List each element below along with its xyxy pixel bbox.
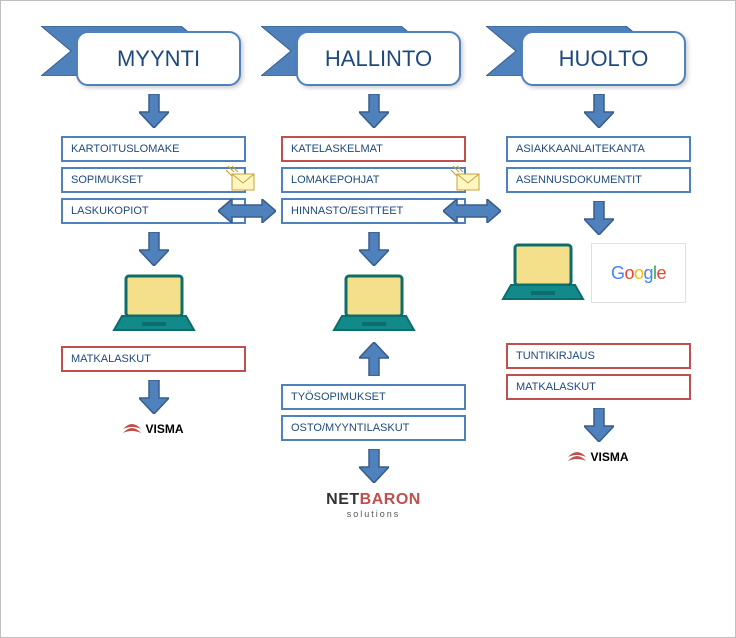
double-arrow-icon xyxy=(218,199,276,223)
column-huolto: HUOLTO ASIAKKAANLAITEKANTA ASENNUSDOKUME… xyxy=(491,1,706,464)
arrow-down-icon xyxy=(584,201,614,235)
arrow-down-icon xyxy=(139,232,169,266)
box-kartoituslomake: KARTOITUSLOMAKE xyxy=(61,136,246,162)
mail-icon xyxy=(226,166,260,194)
visma-swoosh-icon xyxy=(568,451,586,463)
google-logo: Google xyxy=(591,243,686,303)
netbaron-baron: BARON xyxy=(360,491,421,508)
box-sopimukset: SOPIMUKSET xyxy=(61,167,246,193)
boxlist-1: ASIAKKAANLAITEKANTA ASENNUSDOKUMENTIT xyxy=(491,136,706,193)
laptop-icon xyxy=(332,274,416,334)
laptop-icon xyxy=(501,243,585,303)
box-katelaskelmat: KATELASKELMAT xyxy=(281,136,466,162)
box-asennusdokumentit: ASENNUSDOKUMENTIT xyxy=(506,167,691,193)
netbaron-sub: solutions xyxy=(266,509,481,519)
visma-logo: VISMA xyxy=(491,450,706,464)
arrow-down-icon xyxy=(584,94,614,128)
netbaron-net: NET xyxy=(326,491,360,508)
box-hinnasto: HINNASTO/ESITTEET xyxy=(281,198,466,224)
arrow-down-icon xyxy=(139,380,169,414)
laptop-icon-wrap xyxy=(46,274,261,334)
arrow-down-icon xyxy=(584,408,614,442)
arrow-down-icon xyxy=(359,94,389,128)
box-matkalaskut: MATKALASKUT xyxy=(61,346,246,372)
boxlist-2: MATKALASKUT xyxy=(46,346,261,372)
visma-logo: VISMA xyxy=(46,422,261,436)
double-arrow-icon xyxy=(443,199,501,223)
arrow-down-icon xyxy=(359,232,389,266)
box-asiakaslaitekanta: ASIAKKAANLAITEKANTA xyxy=(506,136,691,162)
header-label: HUOLTO xyxy=(521,31,686,86)
visma-swoosh-icon xyxy=(123,423,141,435)
visma-text: VISMA xyxy=(145,422,183,436)
visma-text: VISMA xyxy=(590,450,628,464)
laptop-icon xyxy=(112,274,196,334)
header-label: MYYNTI xyxy=(76,31,241,86)
laptop-icon-wrap: Google xyxy=(491,243,706,303)
header-label: HALLINTO xyxy=(296,31,461,86)
boxlist-2: TUNTIKIRJAUS MATKALASKUT xyxy=(491,343,706,400)
header-hallinto: HALLINTO xyxy=(266,16,481,86)
box-tyosopimukset: TYÖSOPIMUKSET xyxy=(281,384,466,410)
box-ostomyyntilaskut: OSTO/MYYNTILASKUT xyxy=(281,415,466,441)
netbaron-logo: NETBARON solutions xyxy=(266,491,481,519)
box-matkalaskut: MATKALASKUT xyxy=(506,374,691,400)
boxlist-2: TYÖSOPIMUKSET OSTO/MYYNTILASKUT xyxy=(266,384,481,441)
box-lomakepohjat: LOMAKEPOHJAT xyxy=(281,167,466,193)
column-hallinto: HALLINTO KATELASKELMAT LOMAKEPOHJAT HINN… xyxy=(266,1,481,519)
header-myynti: MYYNTI xyxy=(46,16,261,86)
arrow-down-icon xyxy=(139,94,169,128)
header-huolto: HUOLTO xyxy=(491,16,706,86)
mail-icon xyxy=(451,166,485,194)
laptop-icon-wrap xyxy=(266,274,481,334)
arrow-up-icon xyxy=(359,342,389,376)
arrow-down-icon xyxy=(359,449,389,483)
box-tuntikirjaus: TUNTIKIRJAUS xyxy=(506,343,691,369)
